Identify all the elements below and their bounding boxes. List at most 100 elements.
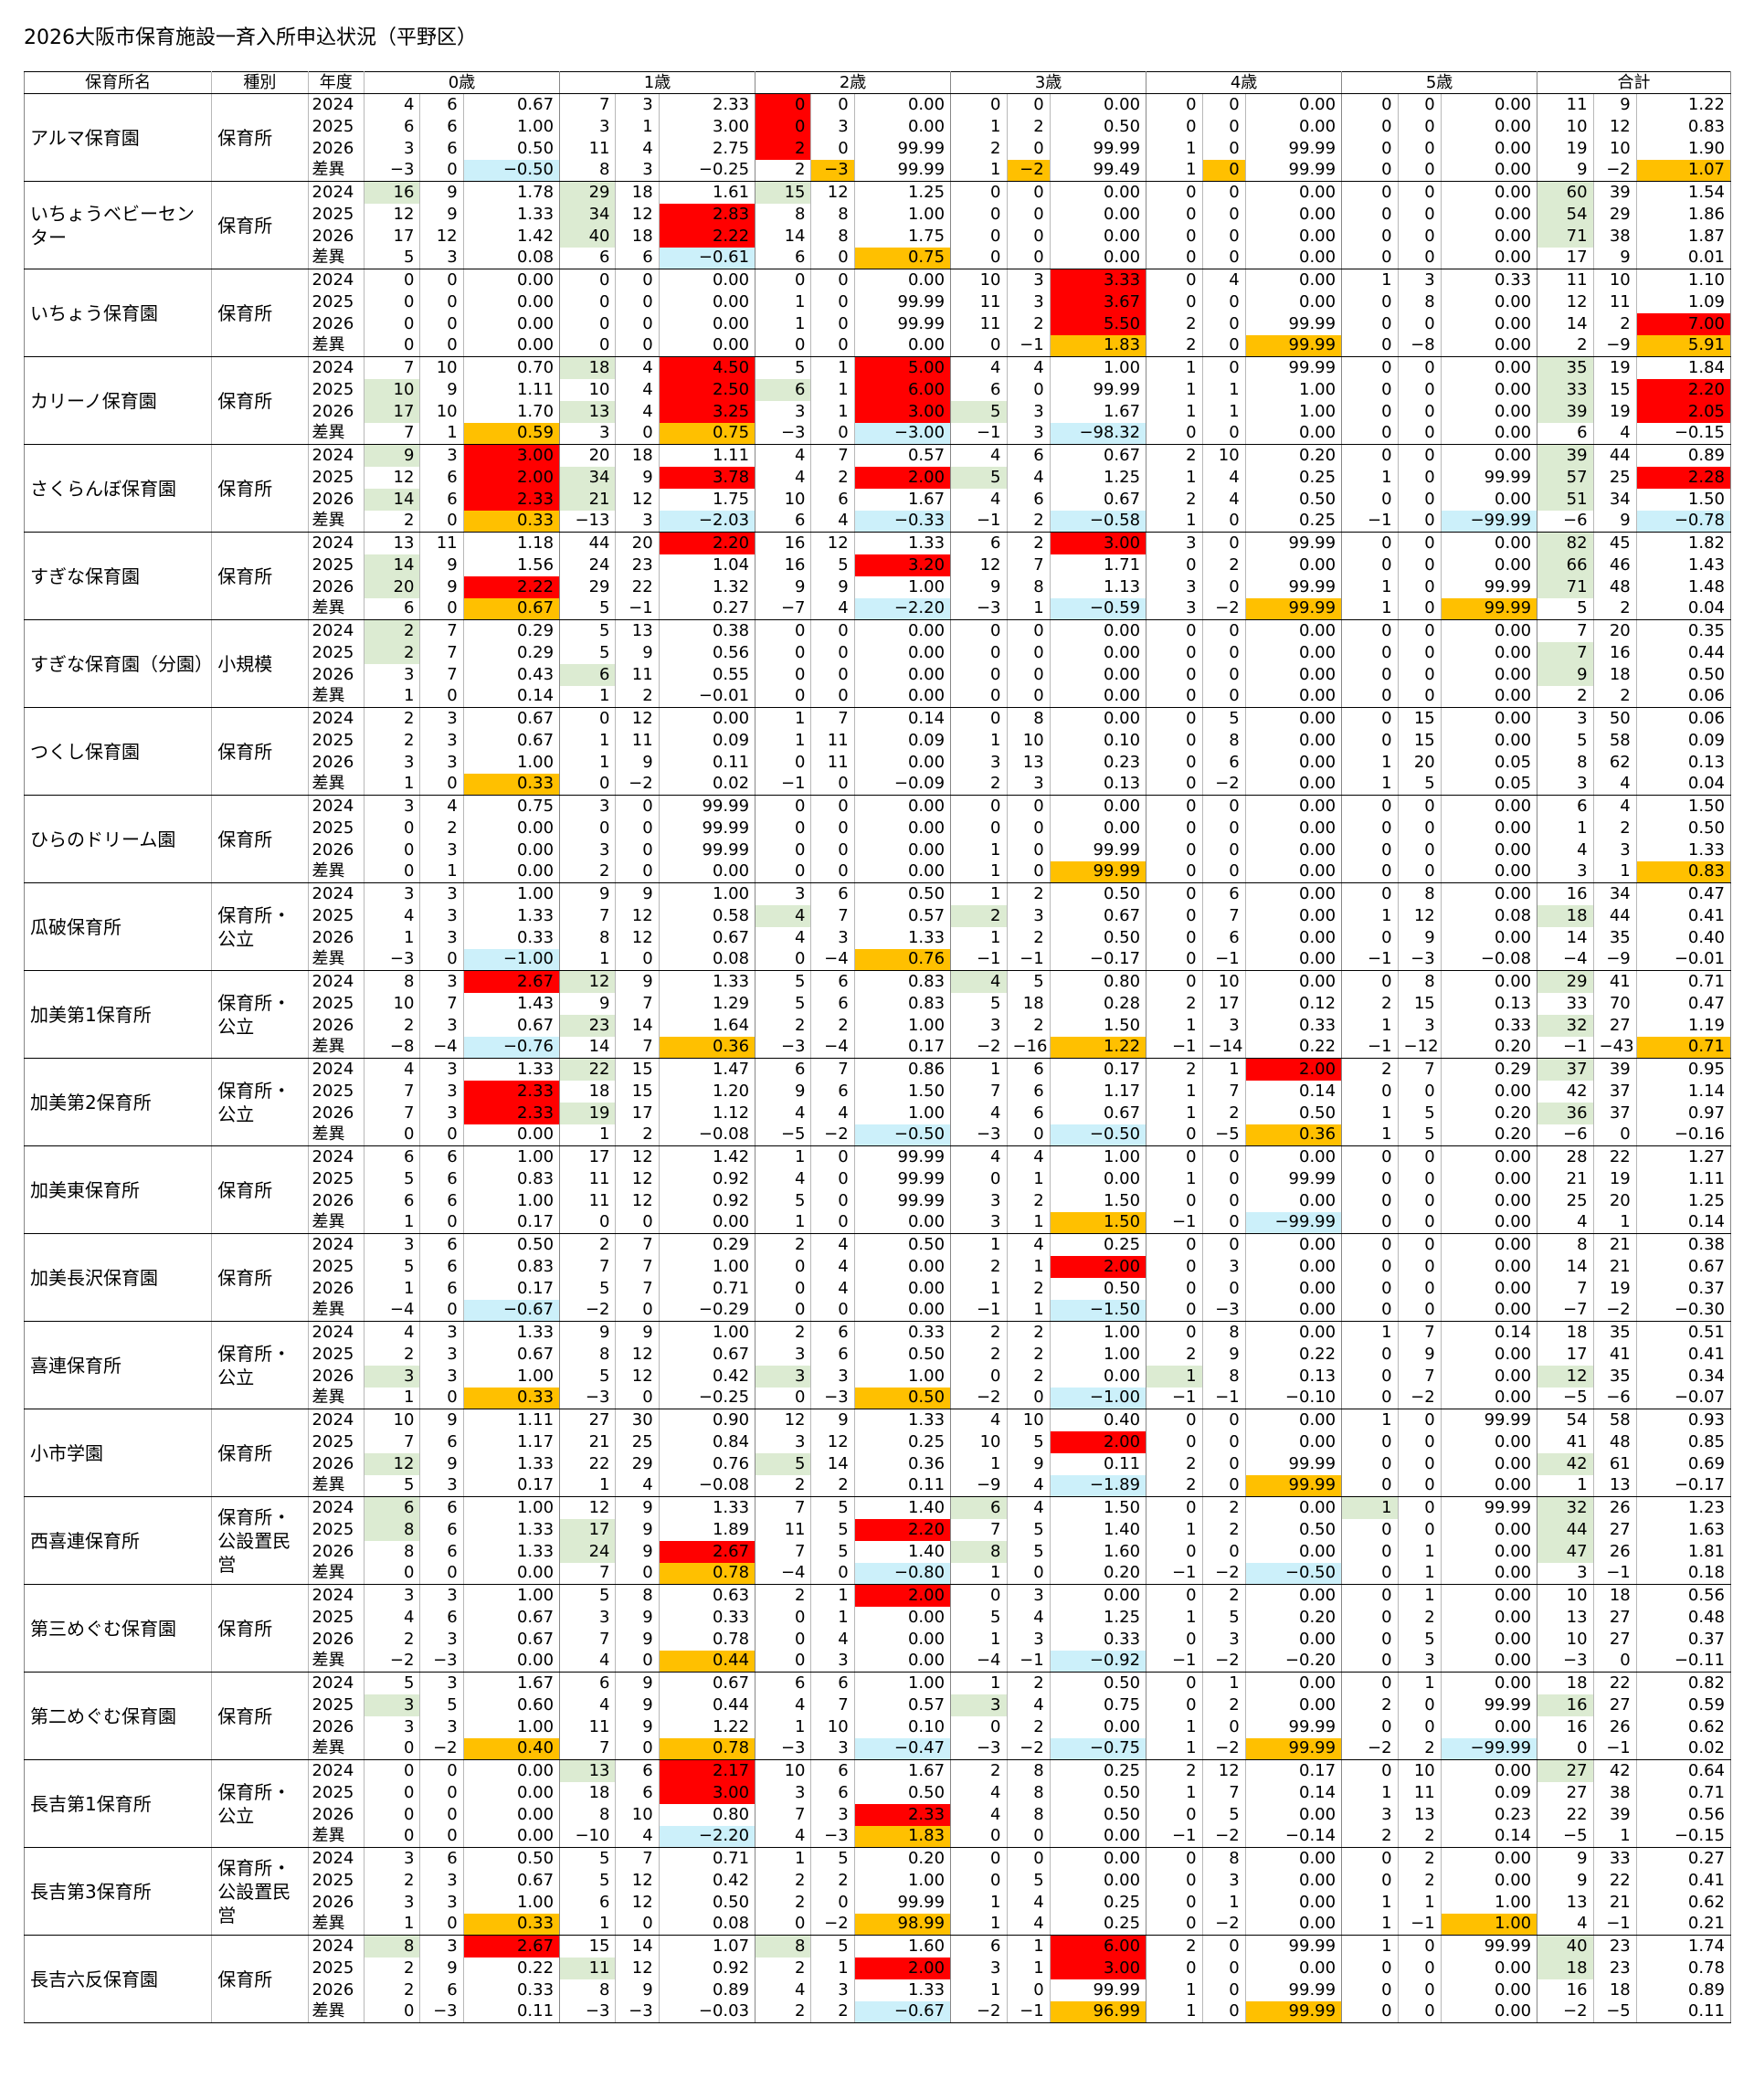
applicants-cell: 0 [1341, 247, 1399, 269]
applicants-cell: 2 [755, 1891, 812, 1914]
ratio-cell: 3.00 [1050, 1957, 1147, 1979]
applicants-cell: 2 [1341, 1825, 1399, 1848]
ratio-cell: 0.06 [1636, 707, 1732, 730]
ratio-cell: 0.01 [1636, 247, 1732, 269]
table-row: アルマ保育園 保育所 2024 4 6 0.67 7 3 2.33 0 0 0.00 0 0 0.00 0 0 0… [23, 93, 1732, 182]
applicants-cell: 3 [364, 1891, 421, 1914]
ratio-cell: 0.00 [1441, 312, 1538, 335]
capacity-cell: 27 [1593, 1518, 1637, 1541]
applicants-cell: 1 [364, 1387, 421, 1409]
ratio-cell: 99.99 [1441, 1935, 1538, 1958]
capacity-cell: 58 [1593, 1409, 1637, 1431]
capacity-cell: −3 [419, 2000, 464, 2023]
capacity-cell: 0 [1398, 378, 1442, 401]
ratio-cell: 0.00 [659, 312, 756, 335]
applicants-cell: 4 [950, 1781, 1008, 1804]
applicants-cell: 2 [950, 1255, 1008, 1278]
ratio-cell: 0.13 [1441, 992, 1538, 1015]
capacity-cell: 8 [615, 1584, 660, 1607]
capacity-cell: 2 [1007, 312, 1051, 335]
applicants-cell: 11 [950, 290, 1008, 313]
table-row: 2026 3 7 0.43 6 11 0.55 0 0 0.00 0 0 0.00 0 0 0.00 0 0 0.0… [25, 663, 1732, 686]
capacity-cell: 8 [1007, 1781, 1051, 1804]
applicants-cell: 4 [559, 1650, 617, 1673]
ratio-cell: 0.25 [1245, 466, 1343, 489]
applicants-cell: 1 [950, 1452, 1008, 1475]
applicants-cell: 0 [950, 1847, 1008, 1870]
capacity-cell: 0 [615, 334, 660, 357]
capacity-cell: 9 [419, 1957, 464, 1979]
capacity-cell: 1 [810, 378, 855, 401]
capacity-cell: 10 [1593, 269, 1637, 291]
capacity-cell: 2 [810, 466, 855, 489]
ratio-cell: 0.00 [1441, 707, 1538, 730]
applicants-cell: −1 [1146, 1825, 1203, 1848]
applicants-cell: 1 [364, 685, 421, 708]
applicants-cell: 13 [559, 400, 617, 423]
year-cell: 差異 [308, 159, 365, 182]
ratio-cell: 1.50 [1050, 1211, 1147, 1234]
applicants-cell: 2 [1146, 1452, 1203, 1475]
capacity-cell: 0 [1398, 1518, 1442, 1541]
capacity-cell: 4 [615, 356, 660, 379]
applicants-cell: −1 [1341, 948, 1399, 971]
year-cell: 2024 [308, 1409, 365, 1431]
applicants-cell: 7 [364, 1080, 421, 1103]
capacity-cell: 39 [1593, 1803, 1637, 1826]
ratio-cell: 0.08 [1441, 904, 1538, 927]
ratio-cell: 1.00 [659, 1255, 756, 1278]
capacity-cell: 23 [1593, 1957, 1637, 1979]
capacity-cell: −5 [1593, 2000, 1637, 2023]
capacity-cell: 0 [1398, 685, 1442, 708]
applicants-cell: 14 [755, 225, 812, 248]
capacity-cell: −5 [1202, 1124, 1246, 1146]
ratio-cell: 1.33 [854, 532, 952, 554]
nursery-category: 保育所 [211, 93, 309, 182]
ratio-cell: 0.29 [659, 1233, 756, 1256]
capacity-cell: 0 [1398, 137, 1442, 160]
capacity-cell: 9 [615, 1540, 660, 1563]
capacity-cell: 7 [1007, 554, 1051, 576]
capacity-cell: 70 [1593, 992, 1637, 1015]
table-row: 2025 4 6 0.67 3 9 0.33 0 1 0.00 5 4 1.25 1 5 0.20 0 2 0.00… [25, 1606, 1732, 1629]
applicants-cell: 13 [1537, 1891, 1594, 1914]
ratio-cell: 0.44 [659, 1694, 756, 1716]
ratio-cell: 0.00 [1245, 1233, 1343, 1256]
capacity-cell: 1 [810, 356, 855, 379]
applicants-cell: 0 [559, 707, 617, 730]
applicants-cell: 16 [364, 181, 421, 204]
capacity-cell: 2 [1398, 1847, 1442, 1870]
ratio-cell: 0.08 [659, 1913, 756, 1936]
applicants-cell: 0 [1341, 1869, 1399, 1892]
applicants-cell: 3 [755, 1781, 812, 1804]
applicants-cell: 0 [755, 115, 812, 138]
capacity-cell: 0 [1398, 444, 1442, 467]
ratio-cell: 0.17 [463, 1474, 561, 1497]
ratio-cell: 0.50 [1050, 1672, 1147, 1694]
applicants-cell: 0 [1146, 115, 1203, 138]
capacity-cell: 18 [1593, 1584, 1637, 1607]
capacity-cell: 0 [1593, 1124, 1637, 1146]
applicants-cell: 4 [950, 970, 1008, 993]
ratio-cell: 0.00 [854, 1650, 952, 1673]
ratio-cell: 99.99 [1050, 1979, 1147, 2001]
capacity-cell: 3 [1007, 773, 1051, 796]
ratio-cell: −0.33 [854, 510, 952, 533]
table-row: 喜連保育所 保育所・公立 2024 4 3 1.33 9 9 1.00 2 6 0.33 2 2 1.00 0… [23, 1321, 1732, 1409]
capacity-cell: 4 [1593, 795, 1637, 818]
capacity-cell: 0 [1398, 860, 1442, 883]
ratio-cell: 0.00 [854, 1211, 952, 1234]
ratio-cell: 3.25 [659, 400, 756, 423]
applicants-cell: −7 [1537, 1299, 1594, 1322]
ratio-cell: 2.33 [854, 1803, 952, 1826]
capacity-cell: 38 [1593, 1781, 1637, 1804]
applicants-cell: 5 [950, 1606, 1008, 1629]
applicants-cell: 5 [1537, 729, 1594, 752]
ratio-cell: 0.33 [463, 1913, 561, 1936]
applicants-cell: 7 [364, 356, 421, 379]
applicants-cell: 3 [1537, 773, 1594, 796]
applicants-cell: 6 [559, 1672, 617, 1694]
applicants-cell: 1 [755, 1145, 812, 1168]
capacity-cell: 1 [1593, 860, 1637, 883]
applicants-cell: 0 [1146, 795, 1203, 818]
